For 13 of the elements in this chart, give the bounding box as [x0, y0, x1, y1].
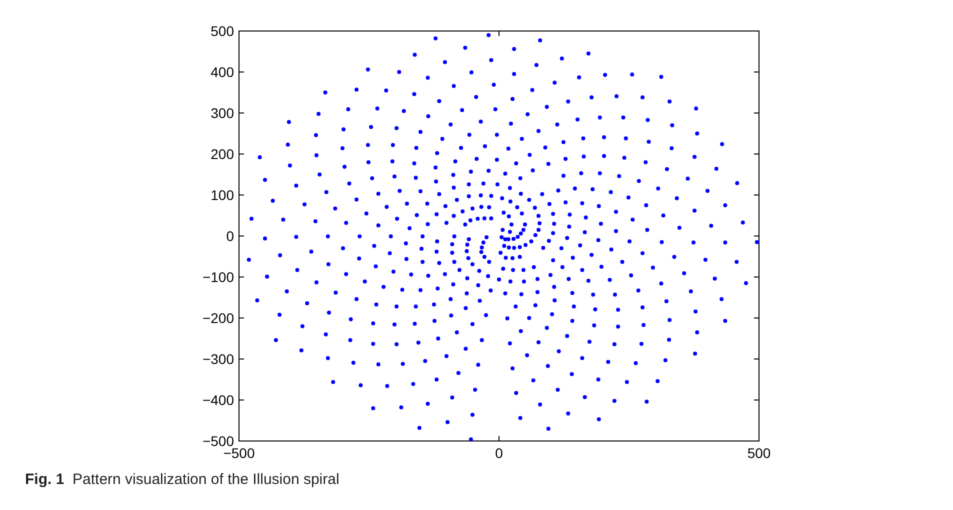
x-tick-label: 0 — [495, 445, 504, 461]
y-tick-label: −100 — [202, 269, 234, 285]
y-tick-label: 0 — [226, 228, 234, 244]
y-tick-label: −200 — [202, 310, 234, 326]
y-tick-label: 400 — [210, 64, 234, 80]
y-tick-label: 500 — [210, 23, 234, 39]
y-tick-label: 200 — [210, 146, 234, 162]
y-tick-label: −300 — [202, 351, 234, 367]
y-tick-label: −400 — [202, 392, 234, 408]
caption: Fig. 1 Pattern visualization of the Illusion spiral — [25, 471, 340, 488]
y-tick-label: 100 — [210, 187, 234, 203]
x-tick-label: 500 — [747, 445, 771, 461]
y-tick-label: 300 — [210, 105, 234, 121]
